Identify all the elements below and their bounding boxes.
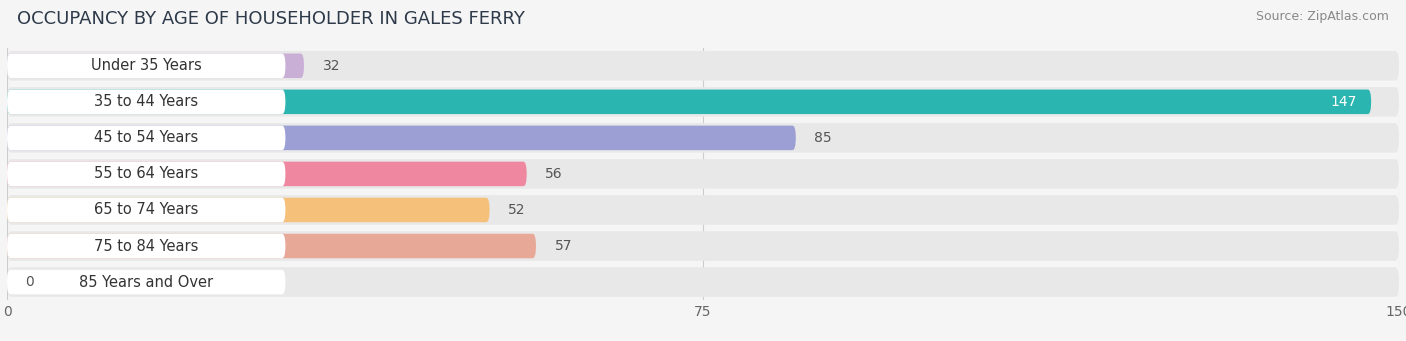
Text: 32: 32 xyxy=(322,59,340,73)
Text: 57: 57 xyxy=(554,239,572,253)
Text: 35 to 44 Years: 35 to 44 Years xyxy=(94,94,198,109)
FancyBboxPatch shape xyxy=(7,162,285,186)
FancyBboxPatch shape xyxy=(7,195,1399,225)
Text: 85 Years and Over: 85 Years and Over xyxy=(79,275,214,290)
FancyBboxPatch shape xyxy=(7,198,285,222)
FancyBboxPatch shape xyxy=(7,54,304,78)
Text: 56: 56 xyxy=(546,167,562,181)
FancyBboxPatch shape xyxy=(7,198,489,222)
Text: 52: 52 xyxy=(508,203,526,217)
FancyBboxPatch shape xyxy=(7,267,1399,297)
Text: OCCUPANCY BY AGE OF HOUSEHOLDER IN GALES FERRY: OCCUPANCY BY AGE OF HOUSEHOLDER IN GALES… xyxy=(17,10,524,28)
Text: 0: 0 xyxy=(25,275,34,289)
Text: 75 to 84 Years: 75 to 84 Years xyxy=(94,238,198,253)
FancyBboxPatch shape xyxy=(7,162,527,186)
FancyBboxPatch shape xyxy=(7,87,1399,117)
FancyBboxPatch shape xyxy=(7,159,1399,189)
FancyBboxPatch shape xyxy=(7,125,285,150)
Text: Under 35 Years: Under 35 Years xyxy=(91,58,201,73)
FancyBboxPatch shape xyxy=(7,123,1399,153)
FancyBboxPatch shape xyxy=(7,51,1399,80)
FancyBboxPatch shape xyxy=(7,231,1399,261)
Text: 85: 85 xyxy=(814,131,832,145)
Text: 45 to 54 Years: 45 to 54 Years xyxy=(94,130,198,145)
FancyBboxPatch shape xyxy=(7,234,285,258)
FancyBboxPatch shape xyxy=(7,125,796,150)
FancyBboxPatch shape xyxy=(7,90,285,114)
Text: 65 to 74 Years: 65 to 74 Years xyxy=(94,203,198,218)
Text: 147: 147 xyxy=(1331,95,1357,109)
FancyBboxPatch shape xyxy=(7,54,285,78)
FancyBboxPatch shape xyxy=(7,234,536,258)
Text: 55 to 64 Years: 55 to 64 Years xyxy=(94,166,198,181)
FancyBboxPatch shape xyxy=(7,90,1371,114)
FancyBboxPatch shape xyxy=(7,270,285,294)
Text: Source: ZipAtlas.com: Source: ZipAtlas.com xyxy=(1256,10,1389,23)
